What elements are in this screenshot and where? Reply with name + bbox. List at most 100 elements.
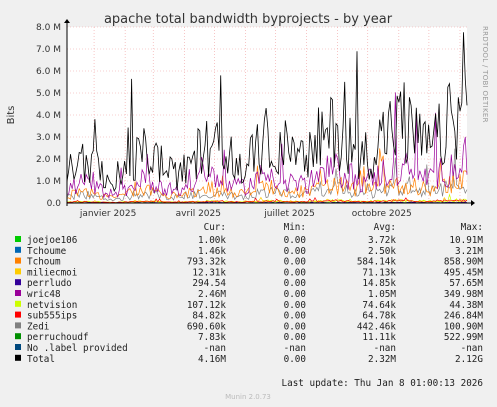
y-tick-label: 7.0 M — [36, 45, 61, 55]
legend-value: 2.32M — [368, 354, 396, 365]
legend-row: Zedi 690.60k 0.00 442.46k 100.90M — [15, 321, 483, 332]
legend-swatch — [15, 322, 21, 329]
legend-row: perrludo 294.54 0.00 14.85k 57.65M — [15, 278, 483, 289]
legend-series-name: No .label provided — [27, 343, 128, 354]
legend-value: 1.00k — [198, 235, 226, 246]
legend-swatch — [15, 311, 21, 318]
legend-value: -nan — [284, 343, 306, 354]
legend-series-name: Total — [27, 354, 55, 365]
legend-swatch — [15, 290, 21, 296]
y-tick-label: 0.0 — [47, 199, 62, 209]
legend-series-name: Zedi — [27, 321, 49, 332]
x-tick-label: avril 2025 — [176, 209, 221, 219]
legend-swatch — [15, 257, 21, 264]
legend-row: Total 4.16M 0.00 2.32M 2.12G — [15, 354, 483, 365]
legend-header: Max: — [461, 222, 483, 233]
legend-value: 4.16M — [198, 354, 226, 365]
x-axis-arrow — [471, 200, 475, 206]
legend-row: Tchoume 1.46k 0.00 2.50k 3.21M — [15, 246, 483, 257]
legend-value: 12.31k — [192, 267, 226, 278]
legend-value: 7.83k — [198, 332, 226, 343]
legend-row: perruchoudf 7.83k 0.00 11.11k 522.99M — [15, 332, 483, 343]
legend-value: 349.98M — [444, 289, 484, 300]
y-axis-arrow — [64, 19, 70, 23]
y-tick-label: 5.0 M — [36, 89, 61, 99]
legend-value: -nan — [204, 343, 226, 354]
legend-value: -nan — [374, 343, 396, 354]
legend-value: 57.65M — [449, 278, 483, 289]
legend-value: 0.00 — [284, 257, 306, 268]
legend-value: 44.38M — [449, 300, 483, 311]
legend-swatch — [15, 354, 21, 361]
legend: Cur: Min: Avg: Max: joejoe106 1.00k 0.00 3.72k 1… — [15, 222, 483, 365]
legend-value: 3.72k — [368, 235, 396, 246]
legend-value: 14.85k — [362, 278, 396, 289]
series-line-tchoum — [66, 148, 468, 200]
legend-swatch — [15, 300, 21, 307]
x-tick-label: janvier 2025 — [79, 209, 137, 219]
plot-area: 0.0 1.0 M 2.0 M 3.0 M 4.0 M 5.0 M 6.0 M 7.0 M 8.… — [36, 19, 475, 219]
legend-value: 0.00 — [284, 354, 306, 365]
legend-value: 0.00 — [284, 267, 306, 278]
legend-value: 74.64k — [362, 300, 396, 311]
legend-value: 0.00 — [284, 300, 306, 311]
legend-series-name: perruchoudf — [27, 332, 89, 343]
legend-series-name: miliecmoi — [27, 267, 77, 278]
legend-row: netvision 107.12k 0.00 74.64k 44.38M — [15, 300, 483, 311]
legend-swatch — [15, 246, 21, 253]
y-tick-label: 6.0 M — [36, 67, 61, 77]
legend-value: 584.14k — [357, 257, 397, 268]
legend-value: 690.60k — [187, 321, 227, 332]
legend-value: 0.00 — [284, 246, 306, 257]
legend-value: 1.46k — [198, 246, 226, 257]
legend-value: 100.90M — [444, 321, 484, 332]
legend-swatch — [15, 268, 21, 275]
y-tick-label: 8.0 M — [36, 23, 61, 33]
legend-value: 0.00 — [284, 321, 306, 332]
legend-series-name: joejoe106 — [27, 235, 77, 246]
legend-value: 0.00 — [284, 278, 306, 289]
y-tick-label: 1.0 M — [36, 177, 61, 187]
legend-row: joejoe106 1.00k 0.00 3.72k 10.91M — [15, 235, 483, 246]
legend-value: 442.46k — [357, 321, 397, 332]
y-axis-label: Bits — [6, 106, 17, 125]
legend-value: 246.84M — [444, 311, 484, 322]
series-line-wric48 — [66, 92, 468, 200]
legend-series-name: sub555ips — [27, 311, 77, 322]
series-line-netvision — [66, 193, 468, 203]
legend-row: sub555ips 84.82k 0.00 64.78k 246.84M — [15, 311, 483, 322]
y-tick-label: 2.0 M — [36, 155, 61, 165]
legend-value: 2.12G — [455, 354, 483, 365]
legend-value: 858.90M — [444, 257, 484, 268]
legend-series-name: Tchoum — [27, 257, 61, 268]
legend-row: miliecmoi 12.31k 0.00 71.13k 495.45M — [15, 267, 483, 278]
legend-value: 0.00 — [284, 311, 306, 322]
legend-row: No .label provided -nan -nan -nan -nan — [15, 343, 483, 354]
munin-version: Munin 2.0.73 — [225, 393, 271, 401]
legend-value: 0.00 — [284, 289, 306, 300]
legend-series-name: perrludo — [27, 278, 72, 289]
legend-swatch — [15, 344, 21, 350]
last-update: Last update: Thu Jan 8 01:00:13 2026 — [282, 378, 484, 389]
legend-value: 2.46M — [198, 289, 226, 300]
rrdtool-credit: RRDTOOL / TOBI OETIKER — [481, 26, 489, 123]
legend-value: 107.12k — [187, 300, 227, 311]
legend-value: 10.91M — [449, 235, 483, 246]
legend-value: 522.99M — [444, 332, 484, 343]
legend-value: 793.32k — [187, 257, 227, 268]
legend-swatch — [15, 236, 21, 242]
legend-series-name: Tchoume — [27, 246, 67, 257]
legend-swatch — [15, 333, 21, 340]
x-tick-label: juillet 2025 — [263, 209, 315, 219]
y-tick-label: 4.0 M — [36, 111, 61, 121]
legend-value: 3.21M — [455, 246, 483, 257]
legend-series-name: netvision — [27, 300, 77, 311]
legend-value: 0.00 — [284, 332, 306, 343]
legend-row: wric48 2.46M 0.00 1.05M 349.98M — [15, 289, 483, 300]
series-line-sub555ips — [66, 196, 468, 204]
legend-row: Tchoum 793.32k 0.00 584.14k 858.90M — [15, 257, 483, 268]
chart-title: apache total bandwidth byprojects - by y… — [104, 12, 393, 27]
legend-header: Min: — [284, 222, 306, 233]
